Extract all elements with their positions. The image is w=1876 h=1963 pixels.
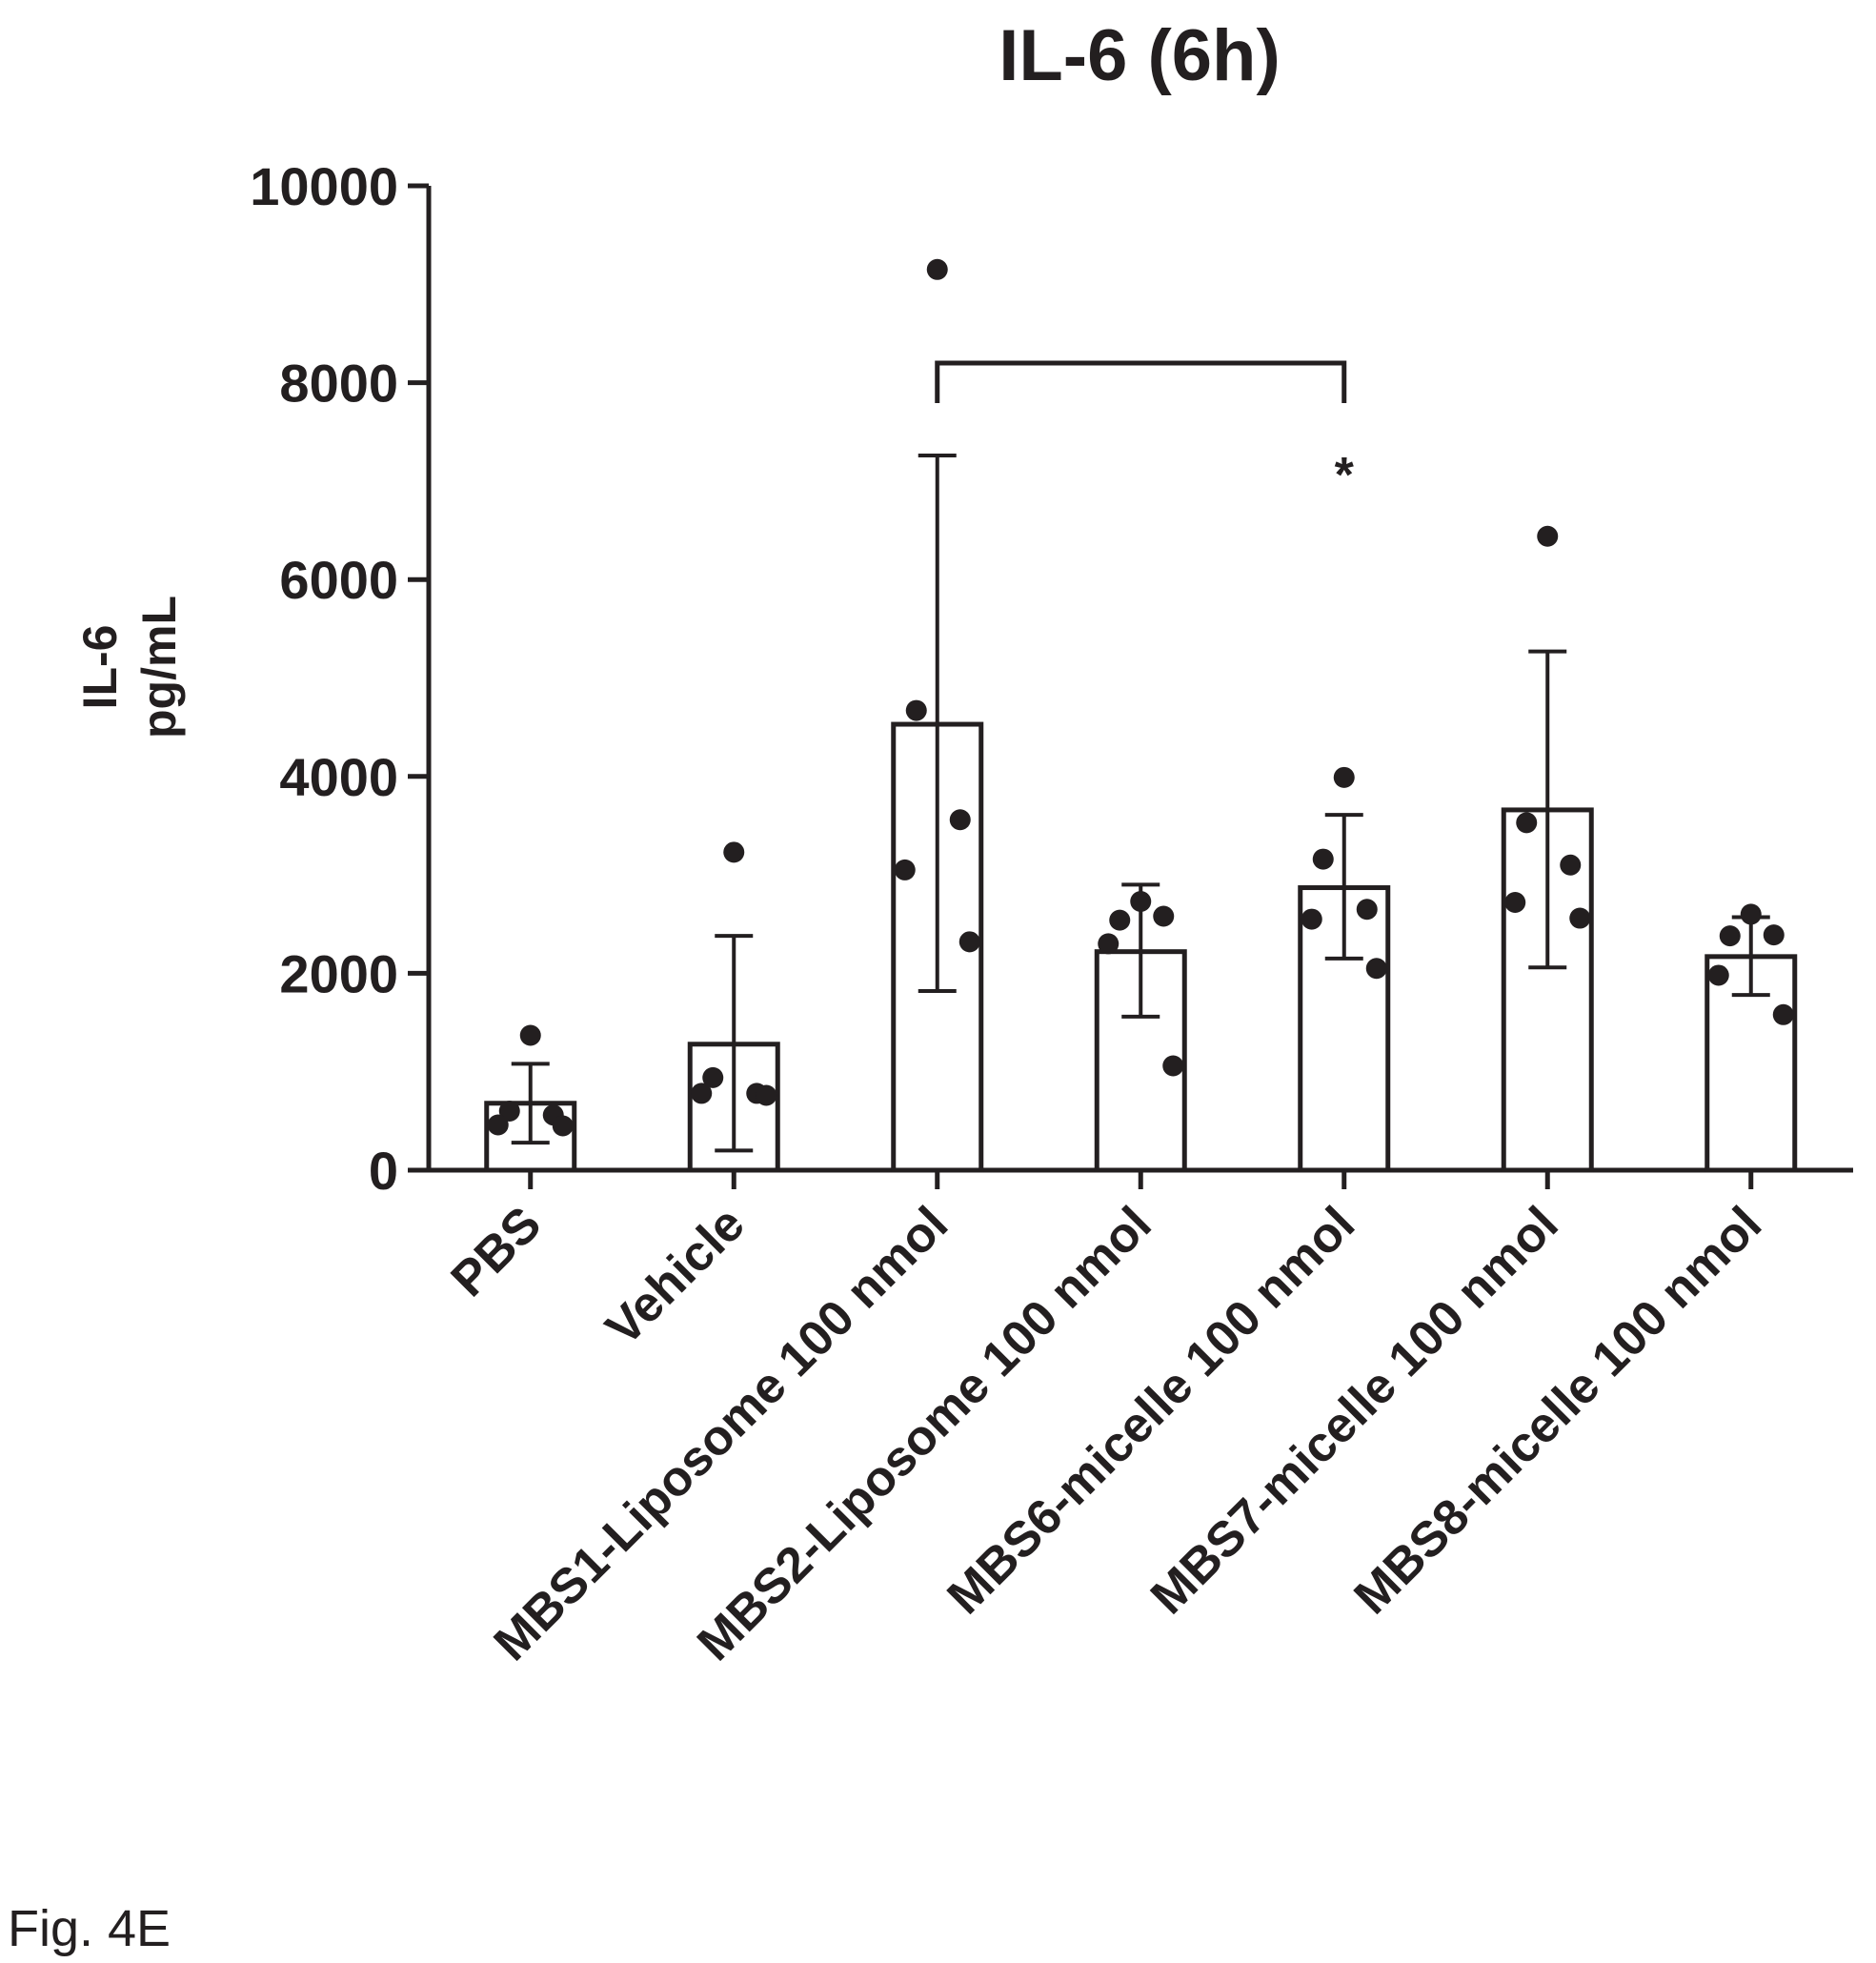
data-point bbox=[1560, 854, 1582, 876]
data-point bbox=[702, 1066, 724, 1088]
data-point bbox=[1312, 848, 1334, 870]
x-tick-label: MBS7-micelle 100 nmol bbox=[1140, 1196, 1569, 1625]
data-point bbox=[519, 1024, 541, 1046]
data-point bbox=[1098, 933, 1120, 955]
data-point bbox=[1719, 925, 1741, 947]
data-point bbox=[926, 258, 948, 280]
data-point bbox=[1763, 924, 1785, 946]
data-point bbox=[1356, 899, 1378, 921]
data-point bbox=[552, 1115, 574, 1137]
x-tick-label: MBS8-micelle 100 nmol bbox=[1344, 1196, 1773, 1625]
y-tick-label: 6000 bbox=[279, 550, 398, 610]
x-tick-label: Vehicle bbox=[595, 1196, 756, 1356]
data-point bbox=[1772, 1003, 1794, 1025]
error-bars bbox=[511, 454, 1770, 1153]
data-point bbox=[487, 1114, 509, 1136]
data-point bbox=[723, 841, 745, 863]
data-point bbox=[1740, 903, 1762, 925]
data-point bbox=[1537, 525, 1559, 547]
significance-bracket bbox=[935, 360, 1347, 403]
y-axis-label-line-1: IL-6 bbox=[73, 625, 127, 710]
data-point bbox=[1333, 766, 1355, 788]
data-point bbox=[958, 931, 980, 953]
data-point bbox=[1516, 812, 1538, 834]
data-point bbox=[1504, 892, 1526, 914]
data-point bbox=[1153, 905, 1175, 927]
y-tick-label: 8000 bbox=[279, 354, 398, 414]
data-point bbox=[1569, 907, 1591, 929]
significance-star: * bbox=[1335, 448, 1355, 503]
data-point bbox=[498, 1101, 520, 1123]
chart-title: IL-6 (6h) bbox=[999, 15, 1281, 96]
y-axis-label-line-2: pg/mL bbox=[132, 596, 186, 739]
figure-label: Fig. 4E bbox=[8, 1900, 171, 1957]
y-tick-label: 4000 bbox=[279, 747, 398, 807]
data-point bbox=[691, 1083, 713, 1104]
data-point bbox=[905, 699, 927, 721]
y-tick-label: 2000 bbox=[279, 943, 398, 1003]
data-point bbox=[949, 809, 971, 831]
significance-annotations: * bbox=[935, 360, 1355, 503]
y-axis-label: IL-6 pg/mL bbox=[73, 596, 186, 739]
data-point bbox=[1130, 890, 1152, 912]
data-point bbox=[894, 859, 916, 880]
data-point bbox=[1109, 909, 1131, 931]
x-tick-label: MBS6-micelle 100 nmol bbox=[938, 1196, 1366, 1625]
data-point bbox=[1707, 964, 1729, 986]
x-tick-label: PBS bbox=[441, 1196, 553, 1307]
y-tick-label: 0 bbox=[369, 1141, 398, 1201]
y-tick-label: 10000 bbox=[250, 156, 398, 216]
data-point bbox=[756, 1084, 777, 1106]
data-points bbox=[487, 258, 1794, 1137]
data-point bbox=[1365, 958, 1387, 980]
data-point bbox=[1162, 1055, 1184, 1077]
data-point bbox=[1301, 908, 1322, 930]
axes bbox=[408, 183, 1853, 1189]
